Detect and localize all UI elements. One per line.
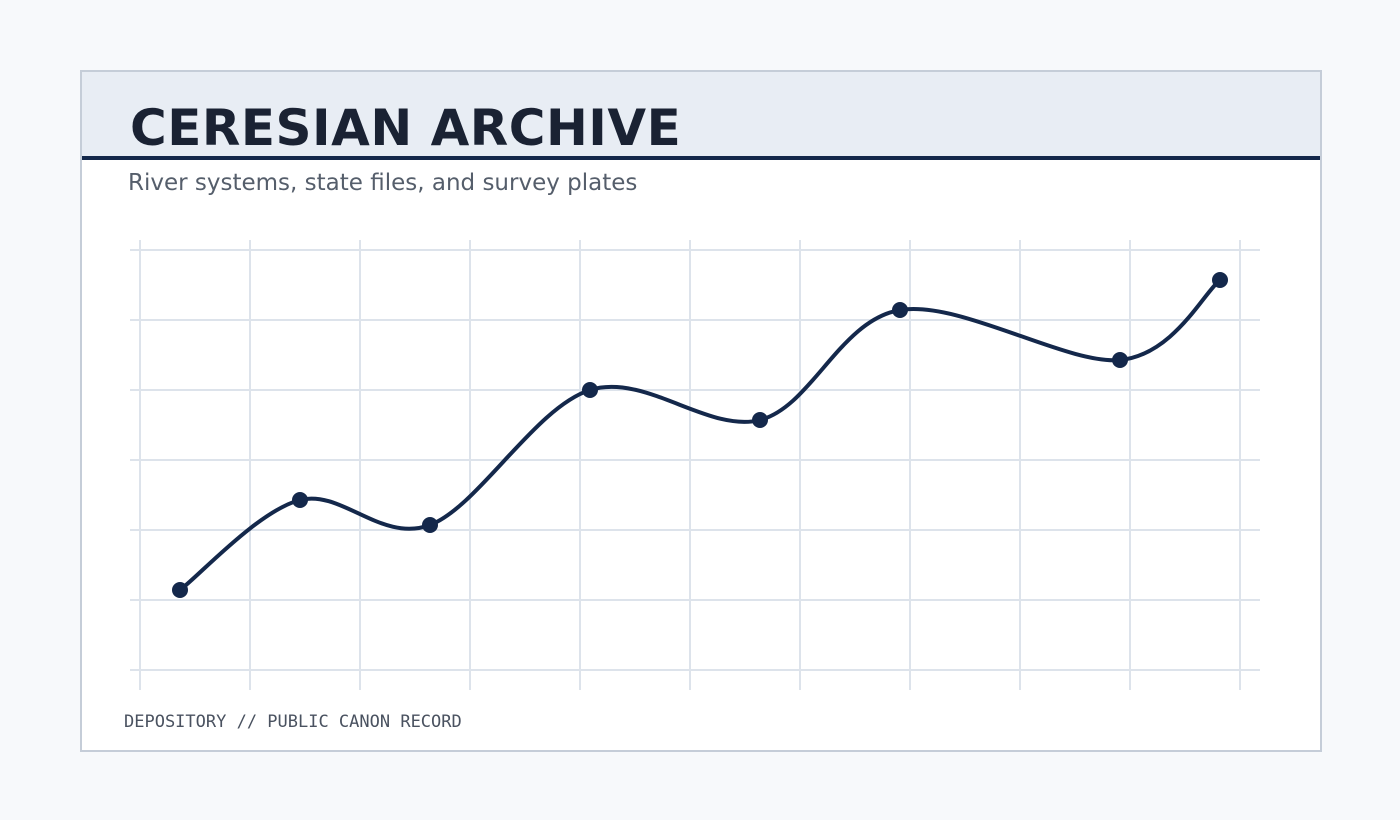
archive-card: CERESIAN ARCHIVE River systems, state fi… [80, 70, 1322, 752]
grid [130, 240, 1260, 690]
footer-text: DEPOSITORY // PUBLIC CANON RECORD [124, 712, 462, 732]
trend-line [178, 278, 1222, 592]
trend-points [172, 272, 1228, 598]
subtitle: River systems, state files, and survey p… [128, 170, 638, 196]
header-band: CERESIAN ARCHIVE [82, 72, 1320, 160]
title: CERESIAN ARCHIVE [130, 99, 682, 157]
